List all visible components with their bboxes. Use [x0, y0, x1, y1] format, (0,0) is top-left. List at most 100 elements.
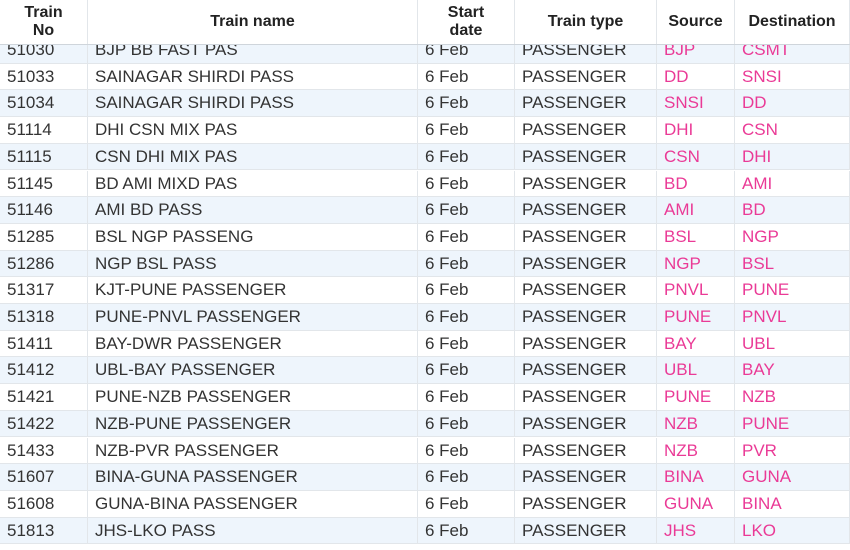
- table-cell: 51422: [0, 410, 88, 437]
- table-cell: BSL: [735, 250, 850, 277]
- table-row: 51286 NGP BSL PASS 6 Feb PASSENGER NGP BSL: [0, 250, 850, 278]
- column-header-text: Destination: [748, 13, 836, 30]
- table-cell: 6 Feb: [418, 437, 515, 464]
- table-cell: PASSENGER: [515, 117, 657, 143]
- column-header-text: Train name: [210, 13, 295, 30]
- table-cell: PUNE: [735, 410, 850, 437]
- table-header: Train No Train name Start date Train type So…: [0, 0, 850, 45]
- table-cell: PASSENGER: [515, 277, 657, 303]
- table-cell: SAINAGAR SHIRDI PASS: [88, 63, 418, 90]
- table-cell: 51146: [0, 197, 88, 223]
- table-cell: 51034: [0, 90, 88, 117]
- table-cell: AMI: [657, 197, 735, 223]
- table-cell: 6 Feb: [418, 90, 515, 117]
- table-cell: 51115: [0, 143, 88, 170]
- table-cell: NZB: [735, 384, 850, 410]
- table-cell: 51285: [0, 223, 88, 250]
- table-row: 51145 BD AMI MIXD PAS 6 Feb PASSENGER BD AMI: [0, 170, 850, 198]
- table-row: 51034 SAINAGAR SHIRDI PASS 6 Feb PASSENGER S…: [0, 90, 850, 118]
- table-cell: SNSI: [735, 63, 850, 90]
- table-cell: 6 Feb: [418, 223, 515, 250]
- table-cell: PASSENGER: [515, 384, 657, 410]
- table-cell: CSN: [735, 117, 850, 143]
- table-cell: BAY: [735, 357, 850, 384]
- table-cell: NZB-PUNE PASSENGER: [88, 410, 418, 437]
- table-cell: PNVL: [657, 277, 735, 303]
- table-cell: PASSENGER: [515, 464, 657, 490]
- table-cell: AMI BD PASS: [88, 197, 418, 223]
- column-header: Train No: [0, 0, 88, 44]
- table-cell: DD: [735, 90, 850, 117]
- table-cell: BINA: [735, 490, 850, 517]
- table-cell: CSN: [657, 143, 735, 170]
- table-cell: 51608: [0, 490, 88, 517]
- table-cell: 6 Feb: [418, 357, 515, 384]
- table-row: 51422 NZB-PUNE PASSENGER 6 Feb PASSENGER NZB…: [0, 410, 850, 438]
- table-cell: 51286: [0, 250, 88, 277]
- table-row: 51421 PUNE-NZB PASSENGER 6 Feb PASSENGER PUN…: [0, 384, 850, 411]
- table-cell: 6 Feb: [418, 250, 515, 277]
- table-cell: CSN DHI MIX PAS: [88, 143, 418, 170]
- table-row: 51033 SAINAGAR SHIRDI PASS 6 Feb PASSENGER D…: [0, 63, 850, 91]
- table-cell: 6 Feb: [418, 490, 515, 517]
- table-cell: SNSI: [657, 90, 735, 117]
- table-cell: PUNE: [735, 277, 850, 303]
- table-cell: 51317: [0, 277, 88, 303]
- table-cell: 51033: [0, 63, 88, 90]
- table-cell: 51433: [0, 437, 88, 464]
- table-cell: SAINAGAR SHIRDI PASS: [88, 90, 418, 117]
- table-cell: PASSENGER: [515, 197, 657, 223]
- table-cell: BD: [735, 197, 850, 223]
- table-cell: PASSENGER: [515, 170, 657, 197]
- table-cell: PASSENGER: [515, 437, 657, 464]
- table-cell: DHI CSN MIX PAS: [88, 117, 418, 143]
- table-cell: 51412: [0, 357, 88, 384]
- table-cell: PASSENGER: [515, 490, 657, 517]
- table-cell: NGP: [735, 223, 850, 250]
- table-cell: 6 Feb: [418, 117, 515, 143]
- table-row: 51114 DHI CSN MIX PAS 6 Feb PASSENGER DHI CSN: [0, 117, 850, 144]
- table-cell: GUNA: [735, 464, 850, 490]
- table-cell: AMI: [735, 170, 850, 197]
- table-cell: PVR: [735, 437, 850, 464]
- table-cell: PASSENGER: [515, 143, 657, 170]
- table-row: 51318 PUNE-PNVL PASSENGER 6 Feb PASSENGER PU…: [0, 304, 850, 331]
- table-cell: PASSENGER: [515, 223, 657, 250]
- table-cell: 6 Feb: [418, 464, 515, 490]
- table-cell: 6 Feb: [418, 170, 515, 197]
- column-header: Train name: [88, 0, 418, 44]
- table-cell: BINA: [657, 464, 735, 490]
- table-cell: NZB-PVR PASSENGER: [88, 437, 418, 464]
- table-cell: 6 Feb: [418, 143, 515, 170]
- table-cell: BD: [657, 170, 735, 197]
- table-cell: 51411: [0, 330, 88, 357]
- table-cell: UBL: [657, 357, 735, 384]
- table-cell: BAY: [657, 330, 735, 357]
- table-cell: 51607: [0, 464, 88, 490]
- table-cell: PUNE: [657, 304, 735, 330]
- table-cell: NZB: [657, 410, 735, 437]
- table-cell: UBL-BAY PASSENGER: [88, 357, 418, 384]
- table-cell: BAY-DWR PASSENGER: [88, 330, 418, 357]
- column-header: Source: [657, 0, 735, 44]
- table-cell: 6 Feb: [418, 304, 515, 330]
- table-cell: 51318: [0, 304, 88, 330]
- table-row: 51411 BAY-DWR PASSENGER 6 Feb PASSENGER BAY U…: [0, 330, 850, 358]
- table-cell: PUNE: [657, 384, 735, 410]
- table-row: 51115 CSN DHI MIX PAS 6 Feb PASSENGER CSN DHI: [0, 143, 850, 171]
- column-header: Train type: [515, 0, 657, 44]
- table-cell: PASSENGER: [515, 63, 657, 90]
- table-cell: LKO: [735, 517, 850, 544]
- table-cell: 6 Feb: [418, 384, 515, 410]
- table-cell: PASSENGER: [515, 90, 657, 117]
- column-header-text: Start date: [447, 4, 485, 39]
- table-cell: BSL NGP PASSENG: [88, 223, 418, 250]
- table-cell: PASSENGER: [515, 250, 657, 277]
- table-row: 51433 NZB-PVR PASSENGER 6 Feb PASSENGER NZB P…: [0, 437, 850, 465]
- table-cell: 51145: [0, 170, 88, 197]
- table-cell: BD AMI MIXD PAS: [88, 170, 418, 197]
- table-cell: 6 Feb: [418, 410, 515, 437]
- column-header-text: Train No: [24, 4, 63, 39]
- table-cell: PASSENGER: [515, 410, 657, 437]
- table-cell: UBL: [735, 330, 850, 357]
